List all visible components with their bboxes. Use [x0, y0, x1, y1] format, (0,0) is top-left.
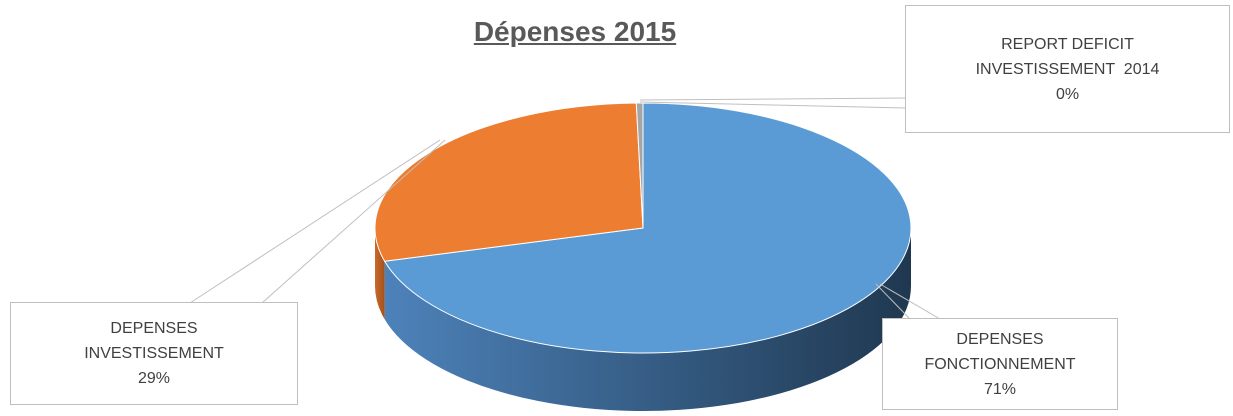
category-label: DEPENSES FONCTIONNEMENT	[924, 330, 1076, 373]
category-label: DEPENSES INVESTISSEMENT	[84, 320, 224, 362]
leader-line	[879, 283, 941, 320]
leader-lines	[189, 97, 941, 320]
data-label-box: REPORT DEFICIT INVESTISSEMENT 2014 0%	[905, 5, 1230, 133]
slice	[383, 102, 912, 354]
slice-side	[384, 228, 911, 411]
leader-line	[639, 101, 907, 109]
leader-line	[261, 139, 446, 304]
data-label-box: DEPENSES INVESTISSEMENT 29%	[10, 302, 298, 405]
slice-side	[375, 228, 385, 320]
pie-sides	[375, 228, 911, 411]
category-label: REPORT DEFICIT INVESTISSEMENT 2014	[975, 35, 1160, 78]
leader-line	[875, 283, 911, 320]
data-label-box: DEPENSES FONCTIONNEMENT 71%	[882, 318, 1118, 410]
value-label: 71%	[983, 380, 1017, 398]
value-label: 29%	[137, 370, 171, 387]
slice	[374, 102, 644, 262]
leader-line	[189, 139, 441, 304]
value-label: 0%	[1055, 85, 1080, 103]
chart-title: Dépenses 2015	[473, 16, 677, 47]
slice	[635, 102, 644, 229]
leader-line	[639, 97, 907, 101]
